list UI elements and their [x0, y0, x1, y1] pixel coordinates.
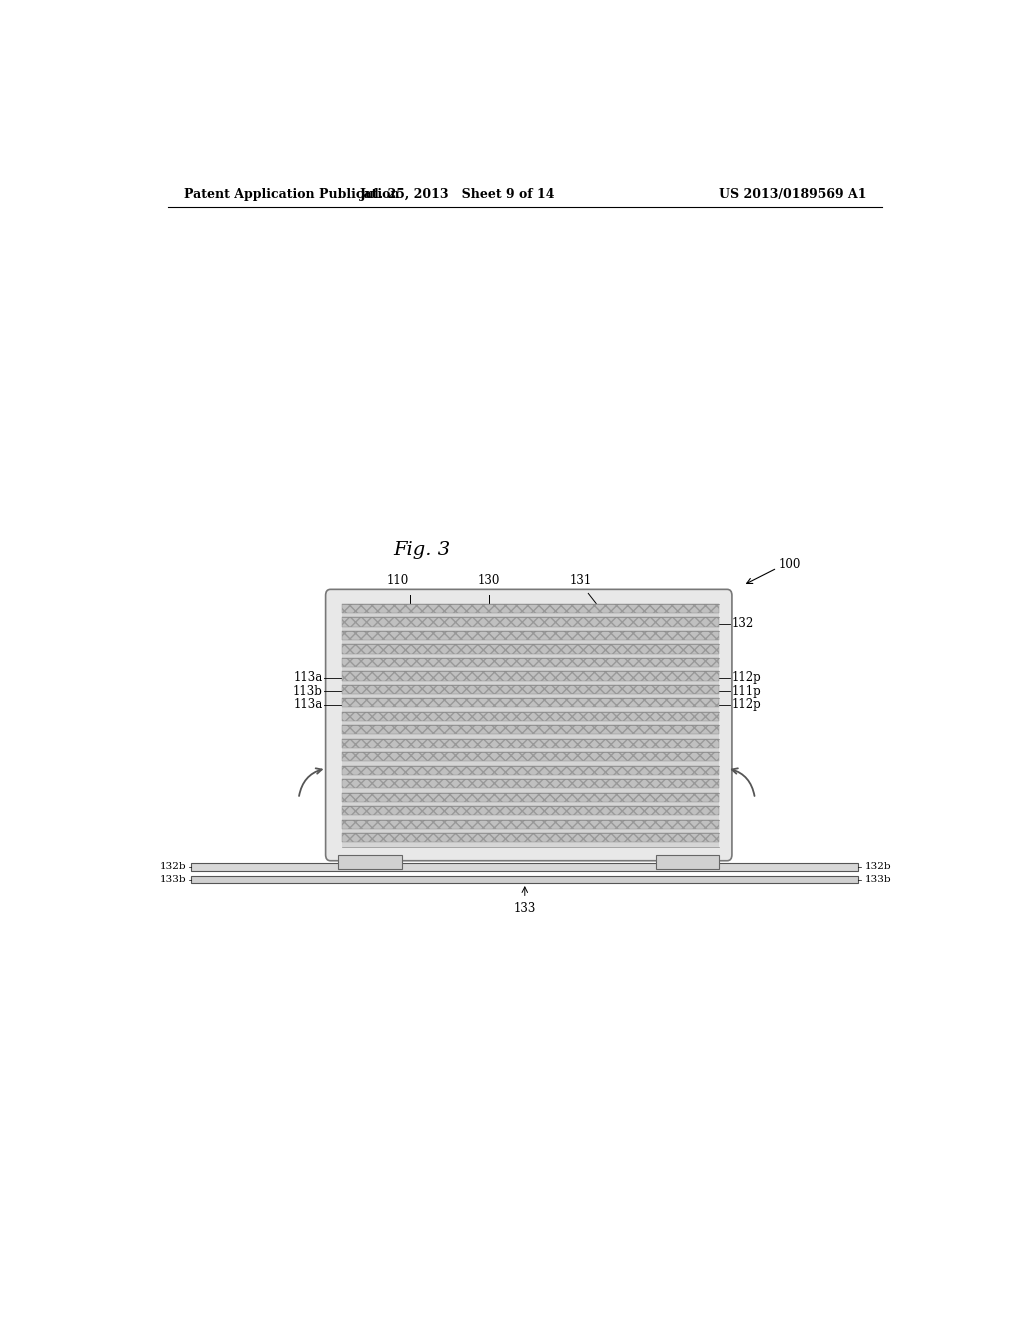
Text: 131: 131 — [569, 574, 592, 587]
Text: 133: 133 — [514, 902, 536, 915]
Bar — [342, 775, 719, 779]
Text: 132: 132 — [731, 618, 754, 631]
Bar — [342, 644, 719, 653]
FancyBboxPatch shape — [326, 589, 732, 861]
Text: 110: 110 — [387, 574, 409, 587]
Bar — [342, 725, 719, 734]
Bar — [342, 829, 719, 833]
Bar — [342, 698, 719, 708]
Bar — [342, 833, 719, 842]
Bar — [191, 876, 858, 883]
Bar — [342, 762, 719, 766]
Text: 113a: 113a — [293, 698, 323, 711]
Bar — [342, 725, 719, 734]
Text: 113a: 113a — [293, 672, 323, 684]
Bar — [342, 616, 719, 627]
Bar — [342, 603, 719, 612]
Bar — [342, 671, 719, 681]
Bar — [342, 788, 719, 792]
Bar — [342, 698, 719, 708]
Bar — [342, 685, 719, 694]
Bar — [342, 708, 719, 711]
Bar — [342, 766, 719, 775]
Text: 132b: 132b — [160, 862, 186, 871]
Bar — [191, 863, 858, 871]
Bar — [342, 653, 719, 657]
Text: 112p: 112p — [731, 698, 761, 711]
Bar — [342, 807, 719, 816]
Bar — [342, 681, 719, 685]
Bar — [342, 627, 719, 631]
Bar — [342, 711, 719, 721]
Text: US 2013/0189569 A1: US 2013/0189569 A1 — [719, 189, 866, 202]
Bar — [342, 685, 719, 694]
Bar — [342, 734, 719, 738]
Bar — [342, 833, 719, 842]
Bar — [342, 779, 719, 788]
Text: Fig. 3: Fig. 3 — [393, 541, 451, 558]
Text: 130: 130 — [478, 574, 501, 587]
Text: 111p: 111p — [731, 685, 761, 698]
Bar — [342, 694, 719, 698]
Bar — [342, 603, 719, 612]
Text: 133b: 133b — [160, 875, 186, 884]
Bar — [342, 738, 719, 748]
Bar — [342, 631, 719, 640]
Bar — [342, 842, 719, 846]
Text: 113b: 113b — [293, 685, 323, 698]
Bar — [342, 721, 719, 725]
Bar — [342, 766, 719, 775]
Text: 112p: 112p — [731, 672, 761, 684]
FancyArrowPatch shape — [732, 768, 755, 796]
Bar — [342, 792, 719, 803]
Bar — [342, 738, 719, 748]
Bar — [342, 792, 719, 803]
Bar — [342, 640, 719, 644]
Bar — [342, 644, 719, 653]
Bar — [342, 616, 719, 627]
Text: Jul. 25, 2013   Sheet 9 of 14: Jul. 25, 2013 Sheet 9 of 14 — [359, 189, 555, 202]
Bar — [342, 612, 719, 616]
Bar — [342, 807, 719, 816]
Text: 100: 100 — [778, 558, 801, 572]
Bar — [342, 671, 719, 681]
Bar — [342, 631, 719, 640]
Text: 133b: 133b — [864, 875, 891, 884]
Bar — [342, 816, 719, 820]
Bar — [342, 748, 719, 752]
Bar — [342, 667, 719, 671]
Bar — [342, 752, 719, 762]
Bar — [655, 854, 719, 869]
Bar — [342, 657, 719, 667]
Bar — [342, 803, 719, 807]
Text: Patent Application Publication: Patent Application Publication — [183, 189, 399, 202]
Bar — [342, 820, 719, 829]
Bar — [342, 752, 719, 762]
Bar — [342, 711, 719, 721]
Bar — [338, 854, 401, 869]
Bar — [342, 657, 719, 667]
FancyArrowPatch shape — [299, 768, 322, 796]
Bar — [342, 820, 719, 829]
Text: 132b: 132b — [864, 862, 891, 871]
Bar — [342, 779, 719, 788]
